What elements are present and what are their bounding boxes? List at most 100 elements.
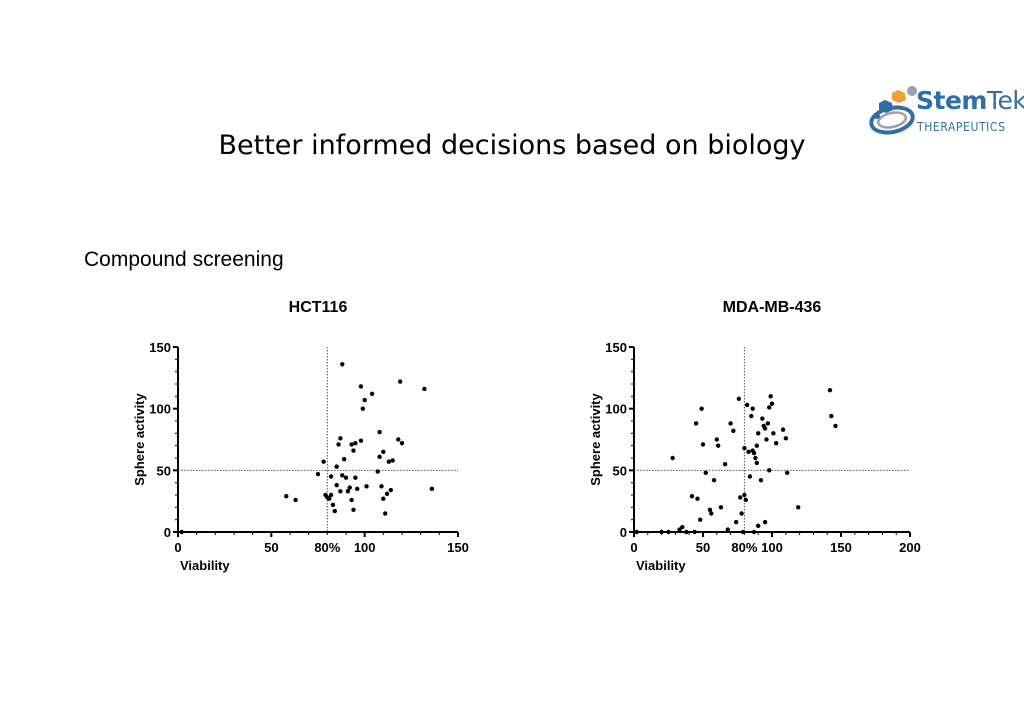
data-point bbox=[780, 427, 786, 432]
data-point bbox=[751, 529, 757, 535]
data-point bbox=[754, 460, 760, 466]
data-point bbox=[784, 470, 790, 475]
y-tick-label: 0 bbox=[164, 525, 171, 540]
logo-emblem-icon bbox=[869, 86, 917, 135]
data-point bbox=[725, 527, 731, 532]
x-tick-label: 150 bbox=[830, 540, 852, 555]
data-point bbox=[341, 457, 347, 462]
data-point bbox=[709, 511, 714, 516]
mda-mb-436-scatter-chart: MDA-MB-436 0 50 100 150 0 50 100 150 200 80% Viabil… bbox=[588, 299, 921, 573]
data-point bbox=[756, 431, 761, 436]
reference-x-label: 80% bbox=[314, 540, 340, 555]
x-axis-label: Viability bbox=[636, 558, 686, 573]
data-point bbox=[762, 426, 768, 431]
data-point bbox=[369, 391, 375, 397]
data-point bbox=[396, 437, 401, 442]
x-tick-label: 0 bbox=[630, 540, 637, 555]
stemtek-logo: StemTek THERAPEUTICS bbox=[868, 84, 1024, 144]
data-point bbox=[377, 429, 382, 435]
y-tick-label: 100 bbox=[605, 402, 627, 417]
data-point bbox=[796, 505, 801, 510]
data-point bbox=[388, 487, 393, 493]
data-point bbox=[360, 406, 365, 411]
data-point bbox=[829, 413, 834, 419]
data-point bbox=[699, 406, 704, 411]
data-point bbox=[700, 442, 706, 447]
data-point bbox=[783, 436, 788, 441]
data-point bbox=[345, 489, 351, 494]
data-point bbox=[753, 455, 758, 461]
data-point bbox=[338, 489, 343, 494]
data-point bbox=[703, 470, 708, 475]
section-heading: Compound screening bbox=[84, 248, 284, 271]
data-point bbox=[692, 529, 697, 535]
y-tick-label: 150 bbox=[149, 340, 171, 355]
data-point bbox=[358, 384, 364, 389]
data-point bbox=[767, 405, 772, 410]
data-point bbox=[707, 507, 713, 512]
y-tick-label: 50 bbox=[157, 463, 171, 478]
data-point bbox=[634, 529, 639, 535]
data-point bbox=[422, 386, 427, 392]
data-point bbox=[827, 387, 833, 393]
data-point bbox=[760, 416, 765, 421]
data-point bbox=[695, 496, 700, 501]
data-point bbox=[390, 458, 395, 463]
data-point bbox=[399, 441, 405, 446]
data-point bbox=[666, 529, 671, 535]
data-point bbox=[728, 421, 733, 426]
data-point bbox=[765, 421, 771, 426]
data-point bbox=[750, 406, 755, 411]
data-point bbox=[715, 443, 721, 448]
data-point bbox=[349, 442, 354, 447]
data-point bbox=[762, 519, 768, 525]
data-point bbox=[698, 517, 703, 522]
data-point bbox=[738, 495, 743, 500]
data-point bbox=[767, 468, 772, 473]
x-tick-label: 200 bbox=[899, 540, 921, 555]
data-point bbox=[736, 396, 742, 401]
x-tick-label: 50 bbox=[696, 540, 710, 555]
data-point bbox=[751, 450, 757, 456]
data-point bbox=[349, 497, 354, 503]
y-tick-label: 100 bbox=[149, 402, 171, 417]
data-point bbox=[315, 471, 321, 477]
data-point bbox=[334, 482, 339, 488]
data-point bbox=[689, 494, 695, 499]
data-point bbox=[718, 505, 724, 510]
x-tick-label: 150 bbox=[447, 540, 469, 555]
chart-title: HCT116 bbox=[289, 299, 348, 316]
slide-title: Better informed decisions based on biolo… bbox=[218, 130, 806, 161]
data-point bbox=[330, 502, 336, 508]
data-point bbox=[284, 494, 289, 499]
data-point bbox=[347, 485, 352, 490]
data-point bbox=[739, 511, 744, 516]
data-point bbox=[740, 529, 746, 535]
data-point bbox=[179, 529, 184, 535]
x-tick-label: 50 bbox=[264, 540, 278, 555]
data-point bbox=[711, 478, 717, 483]
x-tick-label: 100 bbox=[354, 540, 376, 555]
data-point bbox=[334, 464, 339, 469]
data-point bbox=[833, 423, 838, 429]
y-tick-label: 50 bbox=[613, 463, 627, 478]
data-point bbox=[375, 469, 380, 474]
data-point bbox=[343, 475, 349, 480]
data-point bbox=[733, 519, 739, 525]
data-point bbox=[340, 362, 345, 367]
data-point bbox=[670, 455, 675, 461]
data-point bbox=[381, 496, 386, 501]
data-point bbox=[693, 421, 699, 426]
data-point bbox=[397, 379, 403, 384]
data-point bbox=[351, 507, 356, 512]
data-point bbox=[768, 394, 773, 399]
data-point bbox=[381, 449, 386, 455]
data-point bbox=[749, 413, 754, 419]
data-point bbox=[771, 431, 776, 436]
y-tick-label: 0 bbox=[620, 525, 627, 540]
data-point bbox=[338, 436, 343, 441]
data-point bbox=[742, 445, 747, 451]
data-point bbox=[384, 491, 390, 496]
data-point bbox=[764, 437, 769, 442]
chart-title: MDA-MB-436 bbox=[723, 299, 822, 316]
